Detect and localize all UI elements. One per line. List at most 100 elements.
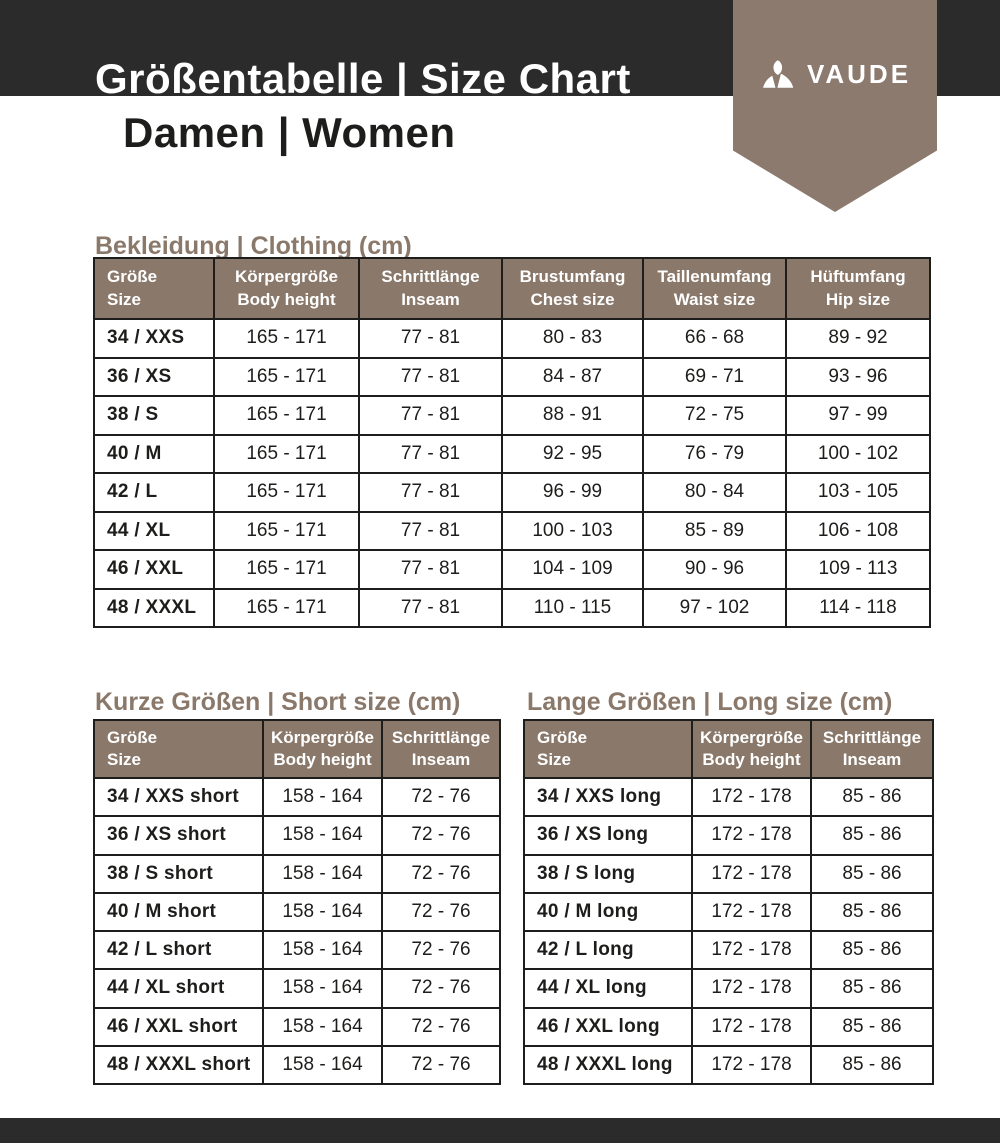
size-cell: 46 / XXL <box>93 549 215 590</box>
column-header-body-height: Körpergröße Body height <box>262 719 383 779</box>
size-cell: 40 / M short <box>93 891 264 933</box>
value-cell: 165 - 171 <box>213 510 360 551</box>
value-cell: 85 - 86 <box>810 1044 934 1086</box>
size-cell: 34 / XXS <box>93 318 215 359</box>
value-cell: 103 - 105 <box>785 472 931 513</box>
value-cell: 172 - 178 <box>691 1006 812 1047</box>
value-cell: 72 - 76 <box>381 815 501 856</box>
value-cell: 97 - 102 <box>642 587 787 628</box>
value-cell: 84 - 87 <box>501 356 644 397</box>
size-cell: 48 / XXXL long <box>523 1044 693 1086</box>
value-cell: 165 - 171 <box>213 318 360 359</box>
value-cell: 172 - 178 <box>691 1044 812 1086</box>
table-row: 48 / XXXL 165 - 171 77 - 81 110 - 115 97… <box>93 587 931 628</box>
table-row: 42 / L 165 - 171 77 - 81 96 - 99 80 - 84… <box>93 472 931 513</box>
long-section-title: Lange Größen | Long size (cm) <box>527 688 893 716</box>
value-cell: 80 - 84 <box>642 472 787 513</box>
size-cell: 48 / XXXL short <box>93 1044 264 1086</box>
table-row: 38 / S short 158 - 164 72 - 76 <box>93 853 501 894</box>
vaude-flower-icon <box>759 60 797 88</box>
table-row: 36 / XS short 158 - 164 72 - 76 <box>93 815 501 856</box>
page-title: Größentabelle | Size Chart <box>95 55 631 102</box>
vaude-wordmark: VAUDE <box>806 59 912 89</box>
short-section-title: Kurze Größen | Short size (cm) <box>95 688 461 716</box>
value-cell: 158 - 164 <box>262 776 383 818</box>
value-cell: 96 - 99 <box>501 472 644 513</box>
column-header-inseam: Schrittlänge Inseam <box>810 719 934 779</box>
table-row: 40 / M 165 - 171 77 - 81 92 - 95 76 - 79… <box>93 433 931 474</box>
table-row: 38 / S long 172 - 178 85 - 86 <box>523 853 934 894</box>
column-header-en: Body height <box>237 289 336 309</box>
value-cell: 69 - 71 <box>642 356 787 397</box>
size-cell: 34 / XXS short <box>93 776 264 818</box>
value-cell: 72 - 76 <box>381 968 501 1009</box>
column-header-de: Körpergröße <box>235 267 338 287</box>
table-row: 48 / XXXL long 172 - 178 85 - 86 <box>523 1044 934 1086</box>
value-cell: 72 - 76 <box>381 1006 501 1047</box>
table-row: 44 / XL 165 - 171 77 - 81 100 - 103 85 -… <box>93 510 931 551</box>
value-cell: 72 - 76 <box>381 776 501 818</box>
value-cell: 165 - 171 <box>213 356 360 397</box>
value-cell: 77 - 81 <box>358 433 503 474</box>
column-header-en: Size <box>107 289 142 309</box>
column-header-en: Body height <box>273 750 372 769</box>
value-cell: 77 - 81 <box>358 318 503 359</box>
column-header-chest: Brustumfang Chest size <box>501 257 644 320</box>
value-cell: 90 - 96 <box>642 549 787 590</box>
size-cell: 42 / L <box>93 472 215 513</box>
value-cell: 85 - 86 <box>810 853 934 894</box>
value-cell: 104 - 109 <box>501 549 644 590</box>
value-cell: 77 - 81 <box>358 472 503 513</box>
table-row: 46 / XXL short 158 - 164 72 - 76 <box>93 1006 501 1047</box>
size-cell: 48 / XXXL <box>93 587 215 628</box>
table-row: 36 / XS 165 - 171 77 - 81 84 - 87 69 - 7… <box>93 356 931 397</box>
column-header-de: Größe <box>107 727 158 747</box>
value-cell: 165 - 171 <box>213 472 360 513</box>
value-cell: 158 - 164 <box>262 929 383 971</box>
size-cell: 40 / M long <box>523 891 693 933</box>
value-cell: 172 - 178 <box>691 815 812 856</box>
size-cell: 36 / XS <box>93 356 215 397</box>
short-header-row: Größe Size Körpergröße Body height Schri… <box>93 719 501 779</box>
vaude-logo: VAUDE <box>733 60 937 88</box>
size-cell: 34 / XXS long <box>523 776 693 818</box>
table-row: 42 / L short 158 - 164 72 - 76 <box>93 929 501 971</box>
size-cell: 36 / XS long <box>523 815 693 856</box>
table-row: 48 / XXXL short 158 - 164 72 - 76 <box>93 1044 501 1086</box>
column-header-inseam: Schrittlänge Inseam <box>358 257 503 320</box>
value-cell: 76 - 79 <box>642 433 787 474</box>
value-cell: 80 - 83 <box>501 318 644 359</box>
value-cell: 165 - 171 <box>213 587 360 628</box>
value-cell: 172 - 178 <box>691 891 812 933</box>
value-cell: 85 - 89 <box>642 510 787 551</box>
value-cell: 100 - 103 <box>501 510 644 551</box>
column-header-en: Waist size <box>673 289 756 309</box>
value-cell: 93 - 96 <box>785 356 931 397</box>
value-cell: 158 - 164 <box>262 853 383 894</box>
size-cell: 38 / S <box>93 395 215 436</box>
value-cell: 92 - 95 <box>501 433 644 474</box>
value-cell: 172 - 178 <box>691 776 812 818</box>
table-row: 44 / XL short 158 - 164 72 - 76 <box>93 968 501 1009</box>
size-cell: 44 / XL short <box>93 968 264 1009</box>
value-cell: 85 - 86 <box>810 929 934 971</box>
column-header-hip: Hüftumfang Hip size <box>785 257 931 320</box>
value-cell: 158 - 164 <box>262 815 383 856</box>
value-cell: 109 - 113 <box>785 549 931 590</box>
value-cell: 77 - 81 <box>358 395 503 436</box>
size-cell: 44 / XL long <box>523 968 693 1009</box>
value-cell: 158 - 164 <box>262 891 383 933</box>
size-cell: 42 / L short <box>93 929 264 971</box>
column-header-de: Schrittlänge <box>391 727 491 747</box>
column-header-de: Körpergröße <box>271 727 374 747</box>
table-row: 34 / XXS long 172 - 178 85 - 86 <box>523 776 934 818</box>
column-header-de: Hüftumfang <box>810 267 906 287</box>
value-cell: 77 - 81 <box>358 549 503 590</box>
column-header-en: Body height <box>702 750 801 769</box>
clothing-header-row: Größe Size Körpergröße Body height Schri… <box>93 257 931 320</box>
value-cell: 72 - 76 <box>381 891 501 933</box>
column-header-en: Hip size <box>825 289 891 309</box>
value-cell: 77 - 81 <box>358 587 503 628</box>
value-cell: 172 - 178 <box>691 853 812 894</box>
